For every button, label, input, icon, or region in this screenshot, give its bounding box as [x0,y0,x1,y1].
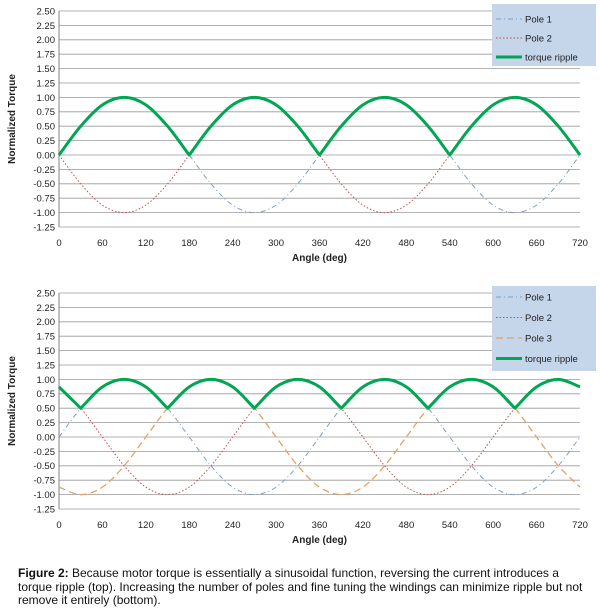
y-tick-label: 0.25 [37,418,56,429]
y-tick-label: -0.25 [33,165,55,176]
x-tick-label: 720 [572,520,588,531]
y-tick-label: 2.50 [37,288,56,299]
legend-box [492,286,596,371]
chart-bottom: 2.50 2.25 2.00 1.75 1.50 1.25 1.00 0.75 0.50 0.25… [7,286,596,546]
x-tick-label: 240 [225,238,241,249]
caption-text: Because motor torque is essentially a si… [18,566,583,607]
x-tick-label: 360 [312,238,328,249]
y-tick-label: -1.00 [33,490,55,501]
y-tick-label: 1.25 [37,78,56,89]
y-tick-label: 2.25 [37,303,56,314]
x-tick-label: 660 [529,520,545,531]
legend-entry: torque ripple [525,52,578,63]
x-tick-label: 720 [572,238,588,249]
y-tick-label: -0.50 [33,179,55,190]
figure-caption: Figure 2: Because motor torque is essent… [18,566,593,608]
series-line-torque-ripple [57,377,581,410]
series-line-pole-2 [58,378,581,496]
x-axis-title: Angle (deg) [292,253,347,264]
legend-entry: Pole 2 [525,313,552,324]
legend-entry: Pole 2 [525,33,552,44]
y-tick-label: 1.50 [37,64,56,75]
x-tick-label: 60 [97,238,108,249]
y-tick-label: 1.00 [37,375,56,386]
x-tick-label: 360 [312,520,328,531]
y-tick-label: -1.25 [33,504,55,515]
y-tick-label: 1.75 [37,332,56,343]
y-tick-label: 2.50 [37,6,56,17]
y-tick-label: 1.25 [37,360,56,371]
x-tick-label: 540 [442,520,458,531]
x-tick-label: 420 [355,238,371,249]
legend-entry: Pole 3 [525,333,552,344]
y-tick-label: 2.00 [37,35,56,46]
y-tick-label: 0.50 [37,404,56,415]
y-tick-label: -0.75 [33,194,55,205]
x-axis-title: Angle (deg) [292,535,347,546]
y-tick-label: 2.25 [37,21,56,32]
legend: Pole 1 Pole 2 torque ripple [492,4,596,66]
series-group [57,377,581,496]
x-tick-label: 120 [138,520,154,531]
y-tick-label: -0.75 [33,476,55,487]
x-tick-label: 660 [529,238,545,249]
caption-label: Figure 2: [18,566,69,580]
y-tick-label: 0.50 [37,122,56,133]
x-tick-label: 60 [97,520,108,531]
y-axis-title: Normalized Torque [7,74,18,164]
legend: Pole 1 Pole 2 Pole 3 torque ripple [492,286,596,371]
x-tick-label: 120 [138,238,154,249]
y-axis-title: Normalized Torque [7,356,18,446]
y-tick-label: 1.50 [37,346,56,357]
legend-entry: Pole 1 [525,14,552,25]
y-tick-label: -1.25 [33,222,55,233]
series-line-torque-ripple [57,95,582,157]
y-tick-label: 0.75 [37,389,56,400]
x-tick-label: 180 [181,520,197,531]
y-tick-label: -0.25 [33,447,55,458]
x-tick-label: 420 [355,520,371,531]
x-tick-label: 480 [398,238,414,249]
series-group [57,95,582,214]
x-tick-label: 180 [181,238,197,249]
x-tick-label: 0 [56,520,61,531]
x-tick-label: 300 [268,238,284,249]
x-tick-label: 300 [268,520,284,531]
y-tick-label: -0.50 [33,461,55,472]
x-tick-label: 600 [485,520,501,531]
legend-entry: torque ripple [525,354,578,365]
x-tick-label: 540 [442,238,458,249]
figure-charts: 2.50 2.25 2.00 1.75 1.50 1.25 1.00 0.75 0.50 0.25… [7,4,596,546]
y-tick-label: -1.00 [33,208,55,219]
chart-top: 2.50 2.25 2.00 1.75 1.50 1.25 1.00 0.75 0.50 0.25… [7,4,596,264]
y-tick-label: 2.00 [37,317,56,328]
x-tick-label: 480 [398,520,414,531]
x-tick-label: 600 [485,238,501,249]
y-tick-label: 0.00 [37,432,56,443]
legend-entry: Pole 1 [525,292,552,303]
x-tick-label: 240 [225,520,241,531]
y-tick-label: 1.75 [37,50,56,61]
y-tick-label: 1.00 [37,93,56,104]
y-tick-label: 0.00 [37,150,56,161]
y-tick-label: 0.75 [37,107,56,118]
x-tick-label: 0 [56,238,61,249]
y-tick-label: 0.25 [37,136,56,147]
